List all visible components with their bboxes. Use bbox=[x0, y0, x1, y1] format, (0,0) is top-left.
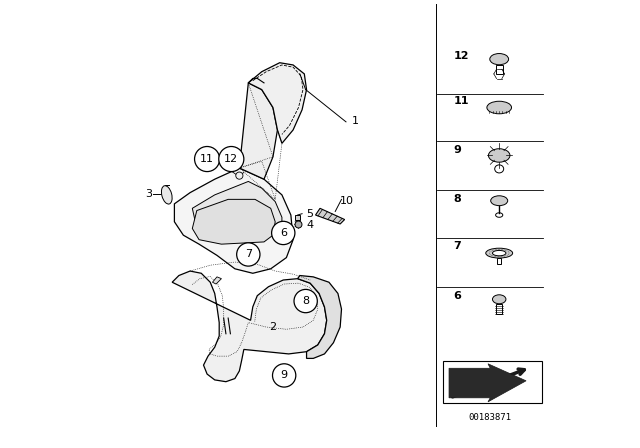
Polygon shape bbox=[295, 215, 300, 220]
Polygon shape bbox=[174, 168, 293, 273]
Circle shape bbox=[294, 289, 317, 313]
Ellipse shape bbox=[493, 295, 506, 304]
Circle shape bbox=[195, 146, 220, 172]
Text: 12: 12 bbox=[454, 51, 469, 61]
Polygon shape bbox=[192, 199, 275, 244]
Ellipse shape bbox=[491, 196, 508, 206]
Polygon shape bbox=[192, 181, 282, 233]
Ellipse shape bbox=[486, 248, 513, 258]
Text: 9: 9 bbox=[280, 370, 288, 380]
Circle shape bbox=[271, 221, 295, 245]
Text: 8: 8 bbox=[302, 296, 309, 306]
Ellipse shape bbox=[495, 165, 504, 173]
Circle shape bbox=[237, 243, 260, 266]
Text: 11: 11 bbox=[454, 96, 469, 106]
Ellipse shape bbox=[487, 101, 511, 114]
Text: 3: 3 bbox=[145, 189, 152, 198]
Text: 10: 10 bbox=[340, 196, 354, 206]
Ellipse shape bbox=[161, 186, 172, 204]
Text: 6: 6 bbox=[280, 228, 287, 238]
Text: 00183871: 00183871 bbox=[468, 413, 512, 422]
Polygon shape bbox=[497, 258, 502, 264]
Text: 9: 9 bbox=[454, 145, 461, 155]
Text: 11: 11 bbox=[200, 154, 214, 164]
Text: 2: 2 bbox=[269, 322, 276, 332]
Polygon shape bbox=[496, 304, 502, 314]
Ellipse shape bbox=[488, 149, 510, 162]
Text: 7: 7 bbox=[454, 241, 461, 251]
Text: 7: 7 bbox=[244, 250, 252, 259]
Text: 5: 5 bbox=[307, 209, 314, 219]
Text: 1: 1 bbox=[351, 116, 358, 126]
Polygon shape bbox=[443, 361, 541, 403]
Ellipse shape bbox=[493, 250, 506, 256]
Text: 8: 8 bbox=[454, 194, 461, 204]
Text: 4: 4 bbox=[307, 220, 314, 230]
Polygon shape bbox=[449, 364, 526, 402]
Ellipse shape bbox=[490, 54, 509, 65]
Text: 6: 6 bbox=[454, 291, 461, 301]
Ellipse shape bbox=[495, 213, 503, 217]
Circle shape bbox=[236, 172, 243, 179]
Polygon shape bbox=[239, 83, 278, 179]
Circle shape bbox=[273, 364, 296, 387]
Text: 12: 12 bbox=[224, 154, 238, 164]
Polygon shape bbox=[248, 63, 307, 143]
Polygon shape bbox=[298, 276, 342, 358]
Polygon shape bbox=[212, 277, 221, 284]
Polygon shape bbox=[495, 65, 503, 74]
Circle shape bbox=[219, 146, 244, 172]
Polygon shape bbox=[316, 208, 345, 224]
Polygon shape bbox=[172, 271, 327, 382]
